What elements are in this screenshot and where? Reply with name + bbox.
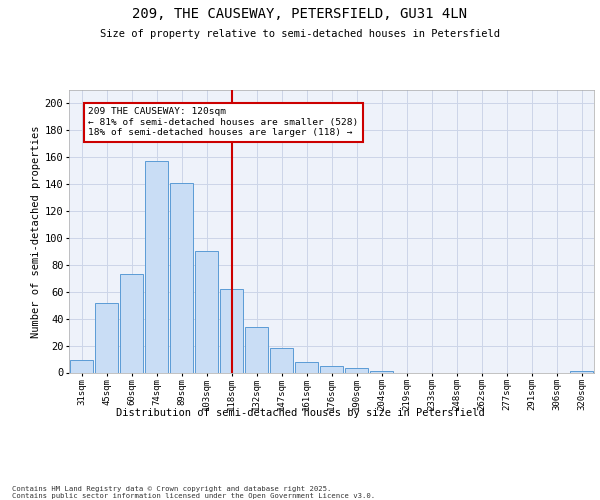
Bar xyxy=(95,302,118,372)
Y-axis label: Number of semi-detached properties: Number of semi-detached properties xyxy=(31,125,41,338)
Bar xyxy=(320,366,343,372)
Text: Size of property relative to semi-detached houses in Petersfield: Size of property relative to semi-detach… xyxy=(100,29,500,39)
Bar xyxy=(70,360,93,372)
Text: 209, THE CAUSEWAY, PETERSFIELD, GU31 4LN: 209, THE CAUSEWAY, PETERSFIELD, GU31 4LN xyxy=(133,8,467,22)
Bar xyxy=(145,162,168,372)
Bar xyxy=(120,274,143,372)
Bar xyxy=(570,371,593,372)
Text: 209 THE CAUSEWAY: 120sqm
← 81% of semi-detached houses are smaller (528)
18% of : 209 THE CAUSEWAY: 120sqm ← 81% of semi-d… xyxy=(89,108,359,138)
Bar xyxy=(195,252,218,372)
Bar xyxy=(170,183,193,372)
Bar xyxy=(370,371,393,372)
Bar xyxy=(245,327,268,372)
Bar xyxy=(295,362,318,372)
Bar xyxy=(220,289,243,372)
Text: Distribution of semi-detached houses by size in Petersfield: Distribution of semi-detached houses by … xyxy=(116,408,484,418)
Bar xyxy=(345,368,368,372)
Bar xyxy=(270,348,293,372)
Text: Contains HM Land Registry data © Crown copyright and database right 2025.
Contai: Contains HM Land Registry data © Crown c… xyxy=(12,486,375,499)
